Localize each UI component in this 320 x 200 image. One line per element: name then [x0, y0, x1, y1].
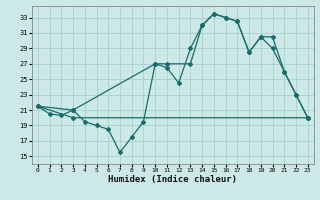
X-axis label: Humidex (Indice chaleur): Humidex (Indice chaleur) [108, 175, 237, 184]
